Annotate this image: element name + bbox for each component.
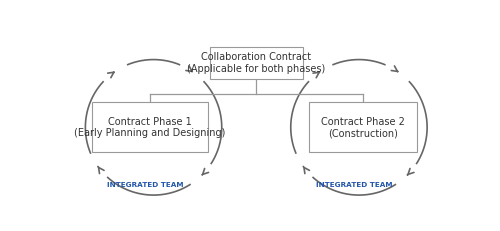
Text: INTEGRATED TEAM: INTEGRATED TEAM [316, 182, 393, 188]
Text: Collaboration Contract
(Applicable for both phases): Collaboration Contract (Applicable for b… [187, 52, 326, 74]
Bar [210, 47, 303, 79]
Text: Contract Phase 2
(Construction): Contract Phase 2 (Construction) [321, 116, 405, 138]
Text: INTEGRATED TEAM: INTEGRATED TEAM [107, 182, 184, 188]
Text: Contract Phase 1
(Early Planning and Designing): Contract Phase 1 (Early Planning and Des… [74, 116, 226, 138]
Bar [308, 102, 417, 152]
Bar [92, 102, 208, 152]
